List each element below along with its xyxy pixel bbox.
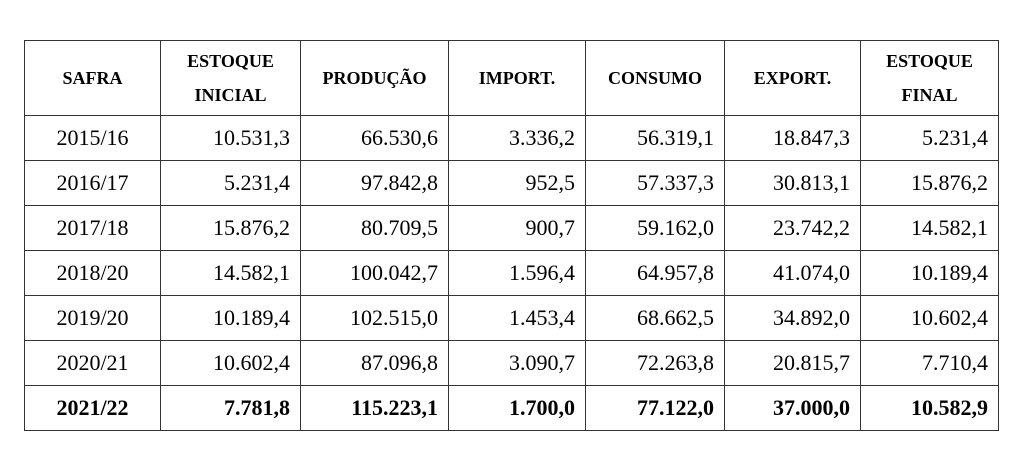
value-cell: 41.074,0 bbox=[724, 250, 861, 296]
value-cell: 7.781,8 bbox=[160, 385, 301, 431]
value-cell: 3.336,2 bbox=[448, 115, 586, 161]
value-cell: 10.531,3 bbox=[160, 115, 301, 161]
value-cell: 1.700,0 bbox=[448, 385, 586, 431]
header-cell: IMPORT. bbox=[448, 40, 586, 116]
value-cell: 56.319,1 bbox=[585, 115, 725, 161]
value-cell: 1.453,4 bbox=[448, 295, 586, 341]
table-row: 2015/16 10.531,3 66.530,6 3.336,2 56.319,1 18… bbox=[24, 115, 999, 161]
table-row: 2021/22 7.781,8 115.223,1 1.700,0 77.122,0 37… bbox=[24, 385, 999, 431]
table-body: 2015/16 10.531,3 66.530,6 3.336,2 56.319,1 18… bbox=[24, 115, 999, 431]
value-cell: 72.263,8 bbox=[585, 340, 725, 386]
header-cell: ESTOQUE INICIAL bbox=[160, 40, 301, 116]
value-cell: 952,5 bbox=[448, 160, 586, 206]
safra-cell: 2015/16 bbox=[24, 115, 161, 161]
value-cell: 5.231,4 bbox=[160, 160, 301, 206]
value-cell: 14.582,1 bbox=[160, 250, 301, 296]
value-cell: 10.189,4 bbox=[860, 250, 999, 296]
data-table: SAFRA ESTOQUE INICIAL PRODUÇÃO IMPORT. CONSU… bbox=[24, 40, 999, 431]
value-cell: 64.957,8 bbox=[585, 250, 725, 296]
value-cell: 18.847,3 bbox=[724, 115, 861, 161]
safra-cell: 2018/20 bbox=[24, 250, 161, 296]
value-cell: 80.709,5 bbox=[300, 205, 449, 251]
value-cell: 66.530,6 bbox=[300, 115, 449, 161]
header-cell: EXPORT. bbox=[724, 40, 861, 116]
value-cell: 15.876,2 bbox=[160, 205, 301, 251]
value-cell: 68.662,5 bbox=[585, 295, 725, 341]
value-cell: 20.815,7 bbox=[724, 340, 861, 386]
value-cell: 10.602,4 bbox=[860, 295, 999, 341]
table-row: 2016/17 5.231,4 97.842,8 952,5 57.337,3 30.81… bbox=[24, 160, 999, 206]
header-row: SAFRA ESTOQUE INICIAL PRODUÇÃO IMPORT. CONSU… bbox=[24, 40, 999, 116]
value-cell: 87.096,8 bbox=[300, 340, 449, 386]
header-cell: SAFRA bbox=[24, 40, 161, 116]
value-cell: 97.842,8 bbox=[300, 160, 449, 206]
value-cell: 102.515,0 bbox=[300, 295, 449, 341]
value-cell: 1.596,4 bbox=[448, 250, 586, 296]
value-cell: 3.090,7 bbox=[448, 340, 586, 386]
value-cell: 100.042,7 bbox=[300, 250, 449, 296]
value-cell: 37.000,0 bbox=[724, 385, 861, 431]
value-cell: 7.710,4 bbox=[860, 340, 999, 386]
header-cell: PRODUÇÃO bbox=[300, 40, 449, 116]
table-row: 2018/20 14.582,1 100.042,7 1.596,4 64.957,8 4… bbox=[24, 250, 999, 296]
value-cell: 115.223,1 bbox=[300, 385, 449, 431]
value-cell: 10.602,4 bbox=[160, 340, 301, 386]
value-cell: 900,7 bbox=[448, 205, 586, 251]
header-cell: ESTOQUE FINAL bbox=[860, 40, 999, 116]
value-cell: 23.742,2 bbox=[724, 205, 861, 251]
value-cell: 10.189,4 bbox=[160, 295, 301, 341]
table-row: 2019/20 10.189,4 102.515,0 1.453,4 68.662,5 3… bbox=[24, 295, 999, 341]
value-cell: 5.231,4 bbox=[860, 115, 999, 161]
value-cell: 59.162,0 bbox=[585, 205, 725, 251]
value-cell: 34.892,0 bbox=[724, 295, 861, 341]
value-cell: 57.337,3 bbox=[585, 160, 725, 206]
value-cell: 30.813,1 bbox=[724, 160, 861, 206]
table-header: SAFRA ESTOQUE INICIAL PRODUÇÃO IMPORT. CONSU… bbox=[24, 40, 999, 116]
header-cell: CONSUMO bbox=[585, 40, 725, 116]
value-cell: 10.582,9 bbox=[860, 385, 999, 431]
safra-cell: 2021/22 bbox=[24, 385, 161, 431]
table-row: 2020/21 10.602,4 87.096,8 3.090,7 72.263,8 20… bbox=[24, 340, 999, 386]
safra-cell: 2020/21 bbox=[24, 340, 161, 386]
safra-cell: 2017/18 bbox=[24, 205, 161, 251]
safra-cell: 2019/20 bbox=[24, 295, 161, 341]
value-cell: 14.582,1 bbox=[860, 205, 999, 251]
table-row: 2017/18 15.876,2 80.709,5 900,7 59.162,0 23.7… bbox=[24, 205, 999, 251]
value-cell: 77.122,0 bbox=[585, 385, 725, 431]
value-cell: 15.876,2 bbox=[860, 160, 999, 206]
safra-cell: 2016/17 bbox=[24, 160, 161, 206]
